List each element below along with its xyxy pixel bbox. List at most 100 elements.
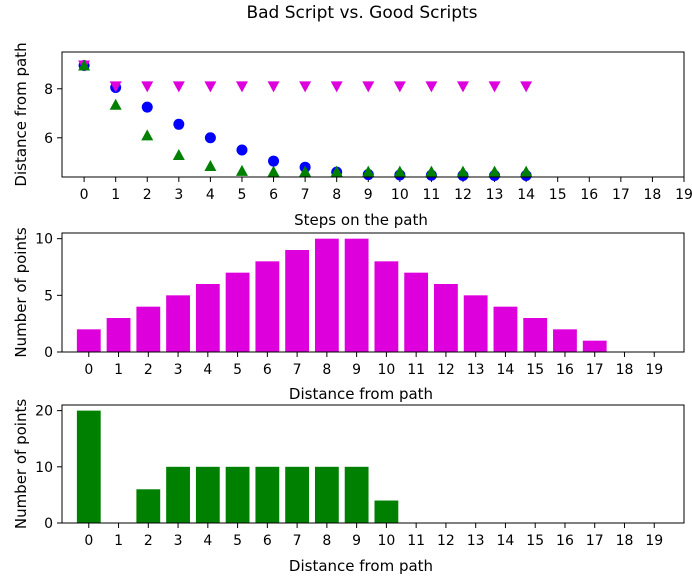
x-tick-label: 7 <box>293 362 302 378</box>
x-tick-label: 9 <box>352 362 361 378</box>
data-point <box>235 81 248 93</box>
data-point <box>362 81 375 93</box>
axes-frame <box>61 51 685 178</box>
x-tick-label: 1 <box>111 187 120 203</box>
y-tick-label: 8 <box>44 82 53 98</box>
x-tick-label: 5 <box>233 362 242 378</box>
x-tick-label: 7 <box>293 533 302 549</box>
x-tick-label: 7 <box>301 187 310 203</box>
x-tick-label: 9 <box>352 533 361 549</box>
x-tick-label: 3 <box>174 362 183 378</box>
x-tick-label: 14 <box>497 533 515 549</box>
x-tick-label: 2 <box>144 533 153 549</box>
axes-frame <box>61 232 685 353</box>
bar <box>344 238 369 352</box>
y-tick-label: 0 <box>44 345 53 361</box>
x-tick-label: 6 <box>269 187 278 203</box>
bar <box>76 410 101 523</box>
y-tick-label: 20 <box>35 404 53 420</box>
x-tick-label: 12 <box>454 187 472 203</box>
data-point <box>141 129 154 141</box>
x-tick-label: 16 <box>556 533 574 549</box>
bar <box>374 261 399 352</box>
data-point <box>520 165 533 177</box>
x-tick-label: 17 <box>612 187 630 203</box>
y-tick-label: 10 <box>35 232 53 248</box>
data-point <box>267 165 280 177</box>
data-point <box>204 132 216 144</box>
data-point <box>268 155 280 167</box>
magenta-bar-panel: 0 1 2 3 4 5 6 7 8 9 10 11 12 13 14 15 16 17 18 190510Distan… <box>12 227 685 403</box>
x-tick-label: 1 <box>114 533 123 549</box>
bar <box>166 295 190 352</box>
x-tick-label: 2 <box>144 362 153 378</box>
x-axis-label: Distance from path <box>289 557 433 575</box>
x-tick-label: 13 <box>467 362 485 378</box>
bar <box>225 466 250 523</box>
x-tick-label: 10 <box>377 533 395 549</box>
x-tick-label: 13 <box>486 187 504 203</box>
data-point <box>78 59 91 71</box>
bar <box>374 500 399 523</box>
x-tick-label: 4 <box>206 187 215 203</box>
bar <box>136 306 161 352</box>
data-point <box>330 165 343 177</box>
x-tick-label: 11 <box>407 533 425 549</box>
x-tick-label: 3 <box>174 187 183 203</box>
green-bar-panel: 0 1 2 3 4 5 6 7 8 9 10 11 12 13 14 15 16 17 18 1901020Dista… <box>12 399 685 575</box>
x-tick-label: 5 <box>238 187 247 203</box>
x-axis-label: Steps on the path <box>294 211 428 229</box>
x-tick-label: 10 <box>391 187 409 203</box>
x-tick-label: 5 <box>233 533 242 549</box>
data-point <box>204 81 217 93</box>
x-tick-label: 18 <box>616 533 634 549</box>
x-tick-label: 19 <box>645 362 663 378</box>
x-tick-label: 4 <box>203 533 212 549</box>
bar <box>106 318 131 352</box>
x-tick-label: 19 <box>675 187 692 203</box>
bar <box>582 340 607 352</box>
x-tick-label: 14 <box>497 362 515 378</box>
x-tick-label: 16 <box>556 362 574 378</box>
x-tick-label: 8 <box>332 187 341 203</box>
x-tick-label: 19 <box>645 533 663 549</box>
bar <box>404 272 429 352</box>
data-point <box>456 81 469 93</box>
x-tick-label: 18 <box>616 362 634 378</box>
bar <box>314 466 339 523</box>
x-tick-label: 6 <box>263 533 272 549</box>
data-point <box>172 148 185 160</box>
x-tick-label: 4 <box>203 362 212 378</box>
data-point <box>267 81 280 93</box>
data-point <box>299 165 312 177</box>
x-tick-label: 9 <box>364 187 373 203</box>
data-point <box>362 165 375 177</box>
data-point <box>393 81 406 93</box>
bar <box>344 466 369 523</box>
axes-frame <box>61 404 685 524</box>
data-point <box>141 81 154 93</box>
y-tick-label: 6 <box>44 131 53 147</box>
bar <box>434 284 458 352</box>
x-tick-label: 6 <box>263 362 272 378</box>
data-point <box>204 159 217 171</box>
data-point <box>235 164 248 176</box>
bar <box>255 466 280 523</box>
data-point <box>393 165 406 177</box>
x-tick-label: 3 <box>174 533 183 549</box>
data-point <box>141 101 153 113</box>
data-point <box>425 165 438 177</box>
x-tick-label: 12 <box>437 533 455 549</box>
x-tick-label: 2 <box>143 187 152 203</box>
data-point <box>488 165 501 177</box>
x-tick-label: 17 <box>586 362 604 378</box>
x-tick-label: 0 <box>84 362 93 378</box>
x-tick-label: 0 <box>84 533 93 549</box>
data-point <box>488 81 501 93</box>
data-point <box>236 144 248 156</box>
bar <box>195 466 220 523</box>
data-point <box>520 81 533 93</box>
x-tick-label: 16 <box>580 187 598 203</box>
bar <box>195 284 220 352</box>
